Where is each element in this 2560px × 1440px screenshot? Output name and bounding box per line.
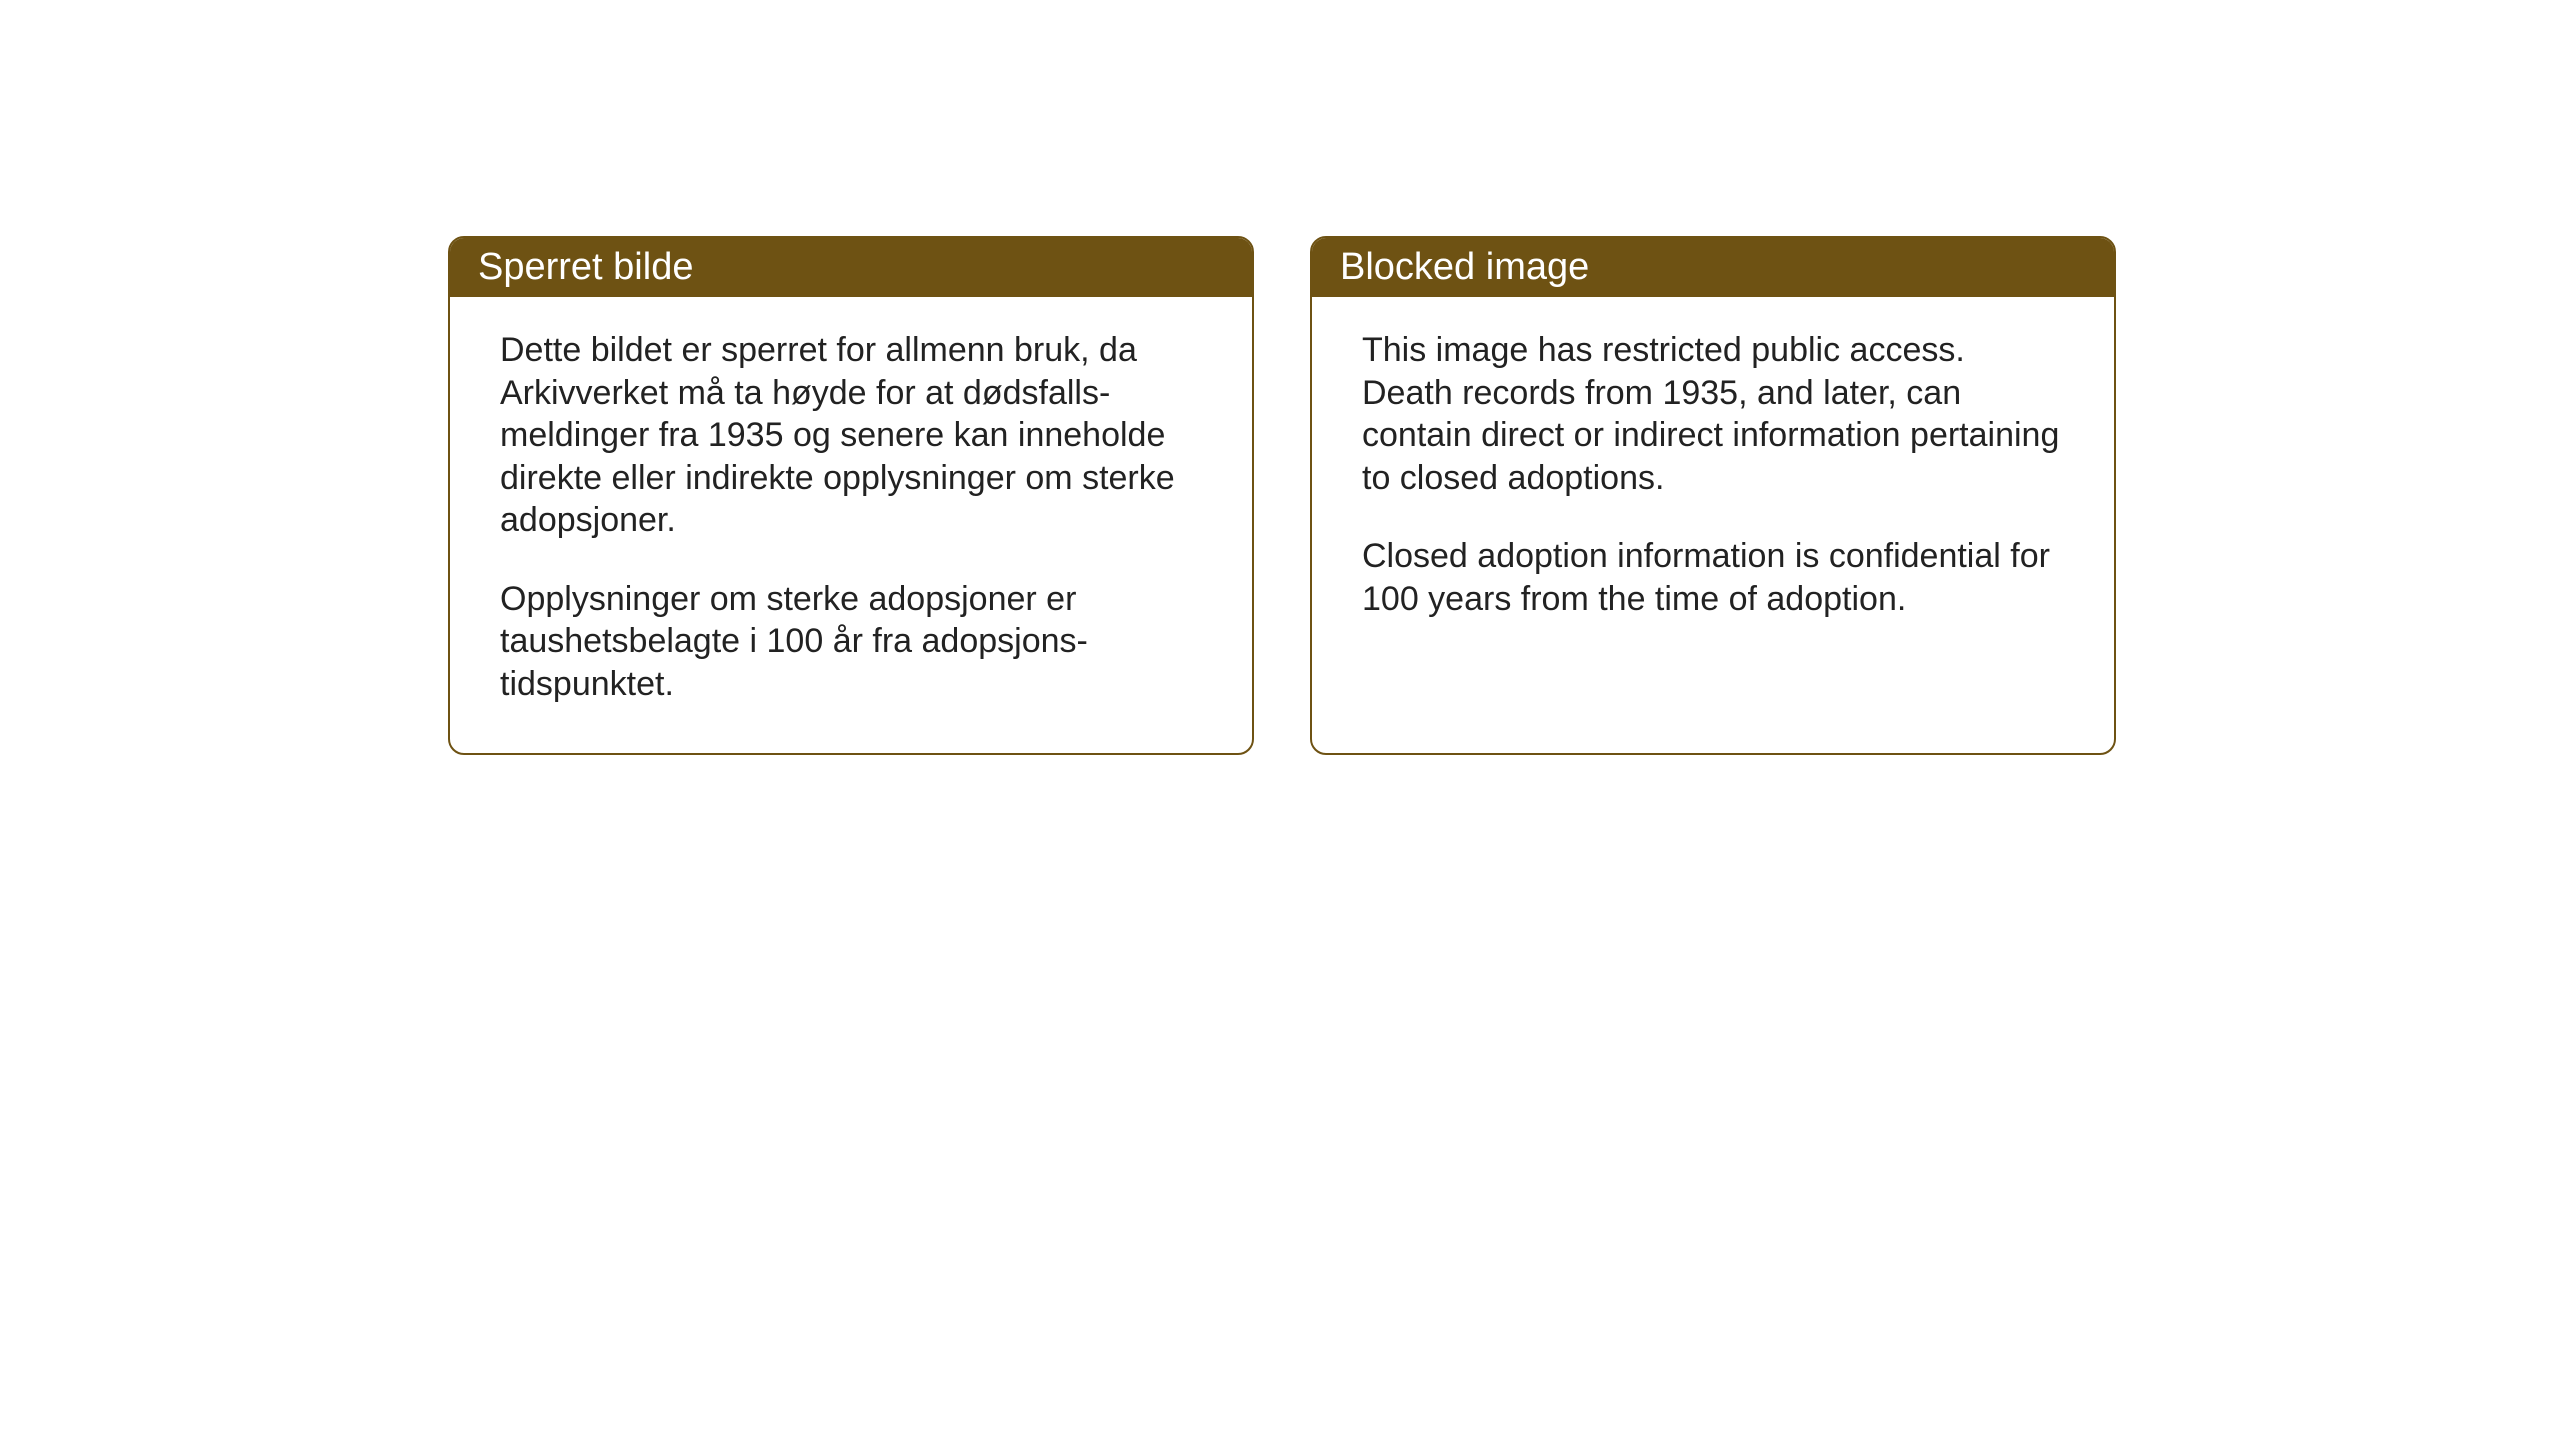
card-header-norwegian: Sperret bilde	[450, 238, 1252, 297]
notice-card-english: Blocked image This image has restricted …	[1310, 236, 2116, 755]
card-title-english: Blocked image	[1340, 246, 1589, 288]
card-header-english: Blocked image	[1312, 238, 2114, 297]
card-body-norwegian: Dette bildet er sperret for allmenn bruk…	[450, 297, 1252, 753]
card-paragraph-2-norwegian: Opplysninger om sterke adopsjoner er tau…	[500, 578, 1202, 706]
card-paragraph-2-english: Closed adoption information is confident…	[1362, 535, 2064, 620]
card-paragraph-1-norwegian: Dette bildet er sperret for allmenn bruk…	[500, 329, 1202, 542]
notice-container: Sperret bilde Dette bildet er sperret fo…	[448, 236, 2116, 755]
card-title-norwegian: Sperret bilde	[478, 246, 693, 288]
card-paragraph-1-english: This image has restricted public access.…	[1362, 329, 2064, 499]
notice-card-norwegian: Sperret bilde Dette bildet er sperret fo…	[448, 236, 1254, 755]
card-body-english: This image has restricted public access.…	[1312, 297, 2114, 668]
